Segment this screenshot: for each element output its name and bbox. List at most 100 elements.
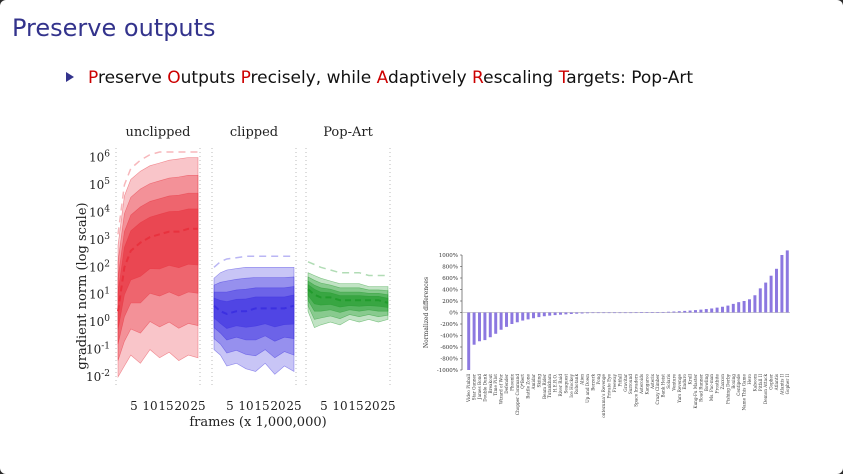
y-tick-label: -200% xyxy=(440,322,458,328)
x-tick-label: 20 xyxy=(364,399,379,413)
bar xyxy=(510,312,514,324)
bar xyxy=(742,301,746,313)
x-tick-label: Solaris xyxy=(666,374,671,389)
acronym-letter: A xyxy=(376,68,388,88)
panel-title: clipped xyxy=(230,125,278,140)
bullet-text: utputs xyxy=(180,68,241,88)
bar xyxy=(623,312,627,314)
bar xyxy=(472,312,476,345)
y-tick-label: 600% xyxy=(442,276,458,282)
bar xyxy=(629,312,633,314)
x-tick-label: 15 xyxy=(254,399,269,413)
x-tick-label: Up and Down xyxy=(585,374,590,403)
x-tick-label: Centipede xyxy=(736,373,741,395)
y-tick-label: 10-2 xyxy=(86,369,110,384)
bar xyxy=(688,310,692,313)
normalized-differences-chart: 1000% 800% 600% 400% 200% 0% -200% -400% -600% -8… xyxy=(423,250,790,418)
x-tick-label: James Bond xyxy=(477,374,482,400)
x-tick-label: Enduro xyxy=(682,374,687,390)
x-tick-label: Gopher xyxy=(769,374,774,390)
x-tick-label: Star Gunner xyxy=(472,374,477,400)
x-tick-label: Chopper Command xyxy=(515,374,520,415)
y-tick-label: 102 xyxy=(89,259,110,274)
bullet-text: recisely, while xyxy=(250,68,377,88)
acronym-letter: O xyxy=(167,68,181,88)
x-tick-label: Ice Hockey xyxy=(569,373,574,397)
x-tick-label: 15 xyxy=(348,399,363,413)
bullet-text: reserve xyxy=(97,68,168,88)
x-tick-label: Asteroids xyxy=(639,374,644,395)
x-tick-label: Kung-Fu Master xyxy=(693,374,698,409)
x-tick-label: Ms. Pac-man xyxy=(709,374,714,401)
bar xyxy=(542,312,546,317)
bar xyxy=(537,312,541,318)
y-tick-label: 100 xyxy=(89,314,110,329)
panel-title: Pop-Art xyxy=(323,125,373,140)
bar xyxy=(553,312,557,316)
x-tick-label: Frostbite xyxy=(715,373,720,393)
y-axis-label: gradient norm (log scale) xyxy=(75,202,90,369)
bar xyxy=(780,255,784,313)
bar xyxy=(753,295,757,313)
series-median-line xyxy=(213,304,295,315)
x-tick-label: Boxing xyxy=(731,374,736,389)
x-tick-label: Hero xyxy=(747,374,752,385)
bar xyxy=(667,311,670,313)
y-tick-label: -600% xyxy=(440,345,458,351)
x-tick-label: Surround xyxy=(628,374,633,394)
x-tick-label: Breakout xyxy=(488,374,493,394)
bar xyxy=(586,312,589,314)
bar xyxy=(596,312,600,314)
y-tick-label: -800% xyxy=(440,357,458,363)
panel-title: unclipped xyxy=(126,125,191,140)
acronym-letter: T xyxy=(558,68,567,88)
x-tick-label: Zaxxon xyxy=(720,374,725,390)
x-tick-label: 20 xyxy=(174,399,189,413)
bar xyxy=(575,312,579,314)
bar xyxy=(618,312,622,314)
x-tick-label: 25 xyxy=(286,399,301,413)
bar xyxy=(499,312,503,330)
x-tick-label: 15 xyxy=(158,399,173,413)
x-tick-label: H.E.R.O. xyxy=(553,374,558,392)
bar xyxy=(650,312,654,313)
bar xyxy=(602,312,606,314)
x-tick-label: Skiing xyxy=(536,374,541,388)
x-tick-label: Phoenix xyxy=(509,373,514,391)
bar xyxy=(569,312,573,314)
y-tick-label: -400% xyxy=(440,334,458,340)
x-tick-label: Kangaroo xyxy=(644,374,649,395)
x-tick-label: Wizard of Wor xyxy=(499,374,504,404)
bar xyxy=(478,312,481,342)
x-tick-label: 20 xyxy=(270,399,285,413)
x-tick-label: Robotank xyxy=(574,374,579,395)
y-tick-label: 200% xyxy=(442,299,458,305)
bar xyxy=(726,305,730,313)
bar xyxy=(591,312,595,314)
x-tick-label: Demon Attack xyxy=(763,374,768,405)
y-tick-label: -1000% xyxy=(437,368,458,374)
bar xyxy=(548,312,552,316)
x-tick-label: Gopher II xyxy=(785,374,790,395)
x-tick-label: Beam Rider xyxy=(542,374,547,399)
bar xyxy=(769,275,773,313)
bar xyxy=(526,312,530,320)
bar xyxy=(748,299,751,313)
bar xyxy=(710,308,714,313)
x-axis-label: frames (x 1,000,000) xyxy=(189,415,326,430)
bar xyxy=(505,312,508,327)
acronym-letter: R xyxy=(472,68,484,88)
slide-title: Preserve outputs xyxy=(12,14,216,42)
bullet-triangle-icon xyxy=(66,72,74,82)
bar xyxy=(764,282,768,313)
series-band xyxy=(117,208,199,330)
x-tick-label: 5 xyxy=(320,399,328,413)
bar xyxy=(699,309,703,313)
bar xyxy=(775,268,778,313)
bar xyxy=(737,302,741,313)
x-tick-label: Bank Heist xyxy=(661,374,666,398)
x-tick-label: Atlantis II xyxy=(779,374,784,396)
bar xyxy=(634,312,638,314)
bullet-item: Preserve Outputs Precisely, while Adapti… xyxy=(66,68,693,88)
